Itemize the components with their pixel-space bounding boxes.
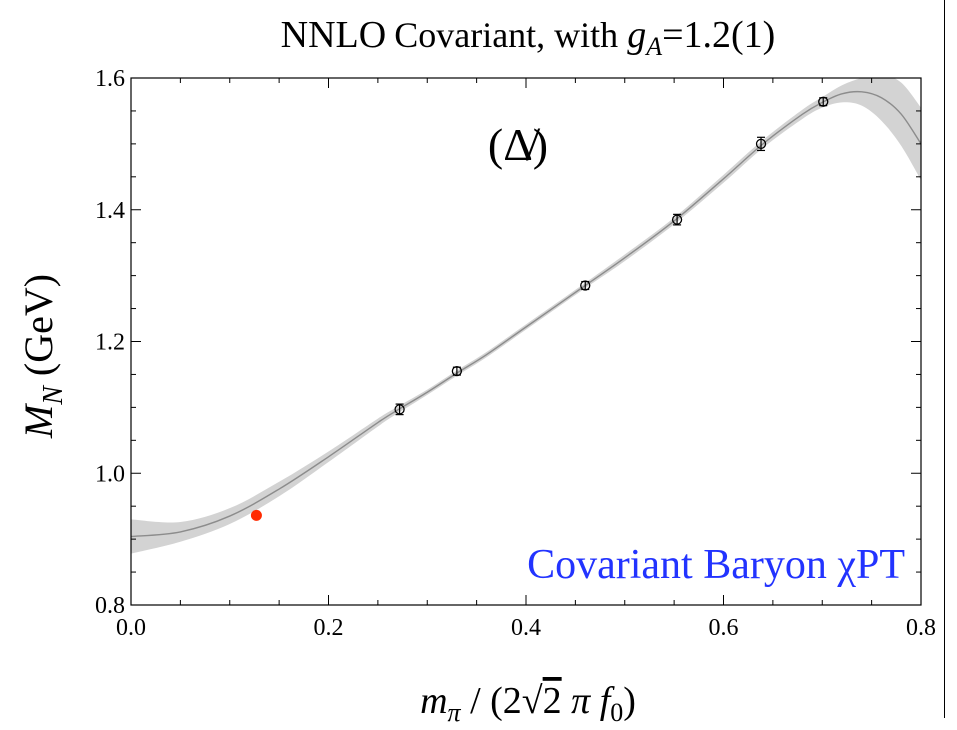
panel-label: (Δ̸) bbox=[488, 119, 548, 170]
y-tick-label: 1.4 bbox=[95, 198, 125, 224]
x-tick-label: 0.8 bbox=[906, 615, 936, 641]
ylabel-subscript: N bbox=[38, 385, 69, 406]
y-tick-label: 0.8 bbox=[95, 593, 125, 619]
lattice-data-point bbox=[451, 365, 463, 377]
x-axis-label: mπ / (2√2 π f0) bbox=[420, 680, 636, 727]
title-subscript: A bbox=[644, 32, 662, 61]
x-tick-label: 0.6 bbox=[709, 615, 739, 641]
title-symbol: g bbox=[627, 14, 646, 56]
xlabel-sqrt: √ bbox=[522, 680, 543, 722]
y-tick-label: 1.0 bbox=[95, 461, 125, 487]
xlabel-two: 2 bbox=[543, 680, 562, 722]
xlabel-m: m bbox=[420, 680, 447, 722]
y-axis-label: MN (GeV) bbox=[16, 274, 69, 439]
xlabel-m-sub: π bbox=[448, 698, 462, 727]
lattice-data-point bbox=[394, 404, 405, 415]
chart-annotation: Covariant Baryon χPT bbox=[527, 542, 905, 588]
x-tick-label: 0.4 bbox=[511, 615, 541, 641]
lattice-data-point bbox=[671, 214, 683, 225]
xlabel-close: ) bbox=[623, 680, 636, 722]
plot-area: 0.0 0.2 0.4 0.6 0.8 0.8 1.0 1.2 1.4 1.6 bbox=[95, 66, 936, 641]
y-tick-label: 1.2 bbox=[95, 330, 125, 356]
xlabel-f-sub: 0 bbox=[610, 698, 623, 727]
y-tick-label: 1.6 bbox=[95, 66, 125, 92]
lattice-data-point bbox=[818, 96, 829, 107]
lattice-data-point bbox=[580, 280, 591, 291]
lattice-data-point bbox=[755, 138, 767, 150]
physical-point bbox=[250, 509, 262, 521]
title-main: Covariant, with bbox=[394, 15, 627, 55]
ylabel-unit: (GeV) bbox=[16, 274, 61, 386]
x-tick-label: 0.0 bbox=[116, 615, 146, 641]
chart-title: NNLO Covariant, with gA=1.2(1) bbox=[281, 14, 776, 61]
page-edge-rule bbox=[944, 0, 945, 718]
title-prefix: NNLO bbox=[281, 14, 387, 56]
x-tick-label: 0.2 bbox=[314, 615, 344, 641]
title-suffix: =1.2(1) bbox=[662, 14, 775, 56]
ylabel-symbol: M bbox=[16, 402, 61, 439]
xlabel-pi: π bbox=[562, 680, 600, 722]
xlabel-mid: / (2 bbox=[461, 680, 522, 722]
